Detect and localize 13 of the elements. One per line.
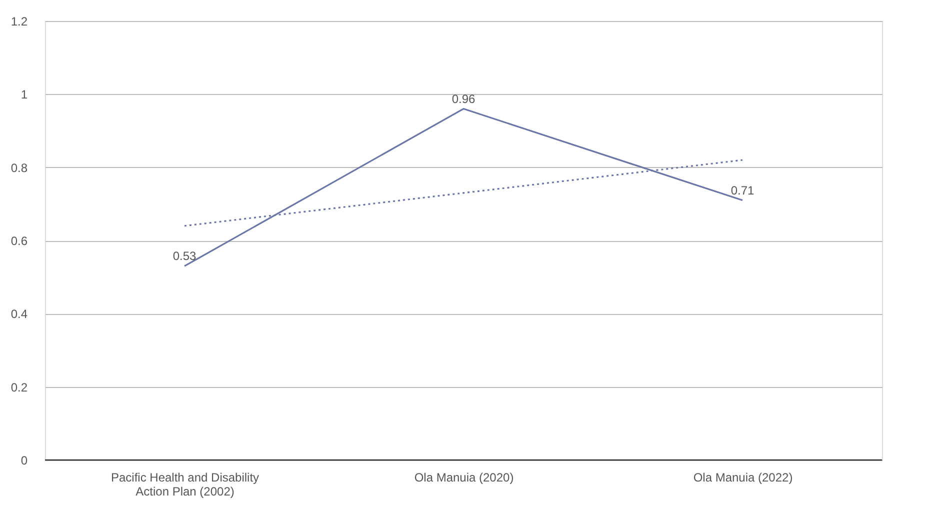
y-tick-label: 0.2 (10, 380, 28, 394)
data-label: 0.53 (172, 249, 196, 264)
y-tick-label: 0.4 (10, 307, 28, 322)
x-tick-label: Ola Manuia (2022) (693, 470, 793, 484)
data-label: 0.96 (452, 92, 476, 106)
x-tick-label: Ola Manuia (2020) (414, 470, 514, 484)
y-tick-label: 1 (20, 88, 28, 102)
y-tick-label: 0.6 (10, 234, 28, 248)
y-tick-label: 0.8 (10, 160, 28, 175)
y-tick-label: 1.2 (10, 14, 28, 28)
data-label: 0.71 (730, 183, 754, 198)
y-tick-label: 0 (20, 454, 28, 468)
x-tick-label: Pacific Health and Disability Action Plan (2002) (110, 470, 260, 498)
